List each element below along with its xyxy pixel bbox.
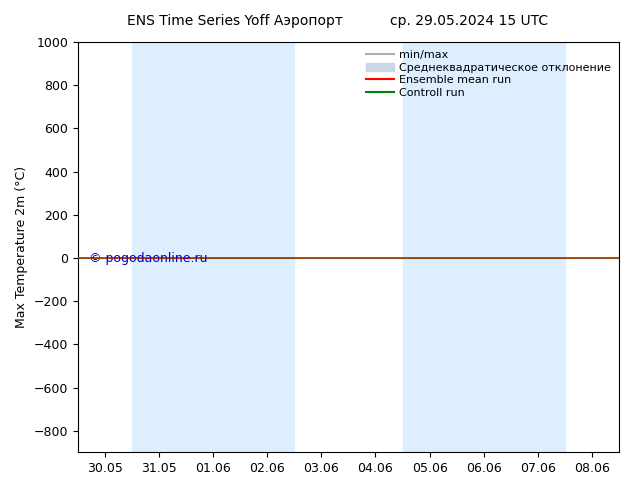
Bar [403,42,565,452]
Bar [132,42,294,452]
Y-axis label: Max Temperature 2m (°C): Max Temperature 2m (°C) [15,166,28,328]
Text: © pogodaonline.ru: © pogodaonline.ru [89,252,207,265]
Text: ср. 29.05.2024 15 UTC: ср. 29.05.2024 15 UTC [390,14,548,28]
Text: ENS Time Series Yoff Аэропорт: ENS Time Series Yoff Аэропорт [127,14,342,28]
Legend: min/max, Среднеквадратическое отклонение, Ensemble mean run, Controll run: min/max, Среднеквадратическое отклонение… [361,46,616,102]
